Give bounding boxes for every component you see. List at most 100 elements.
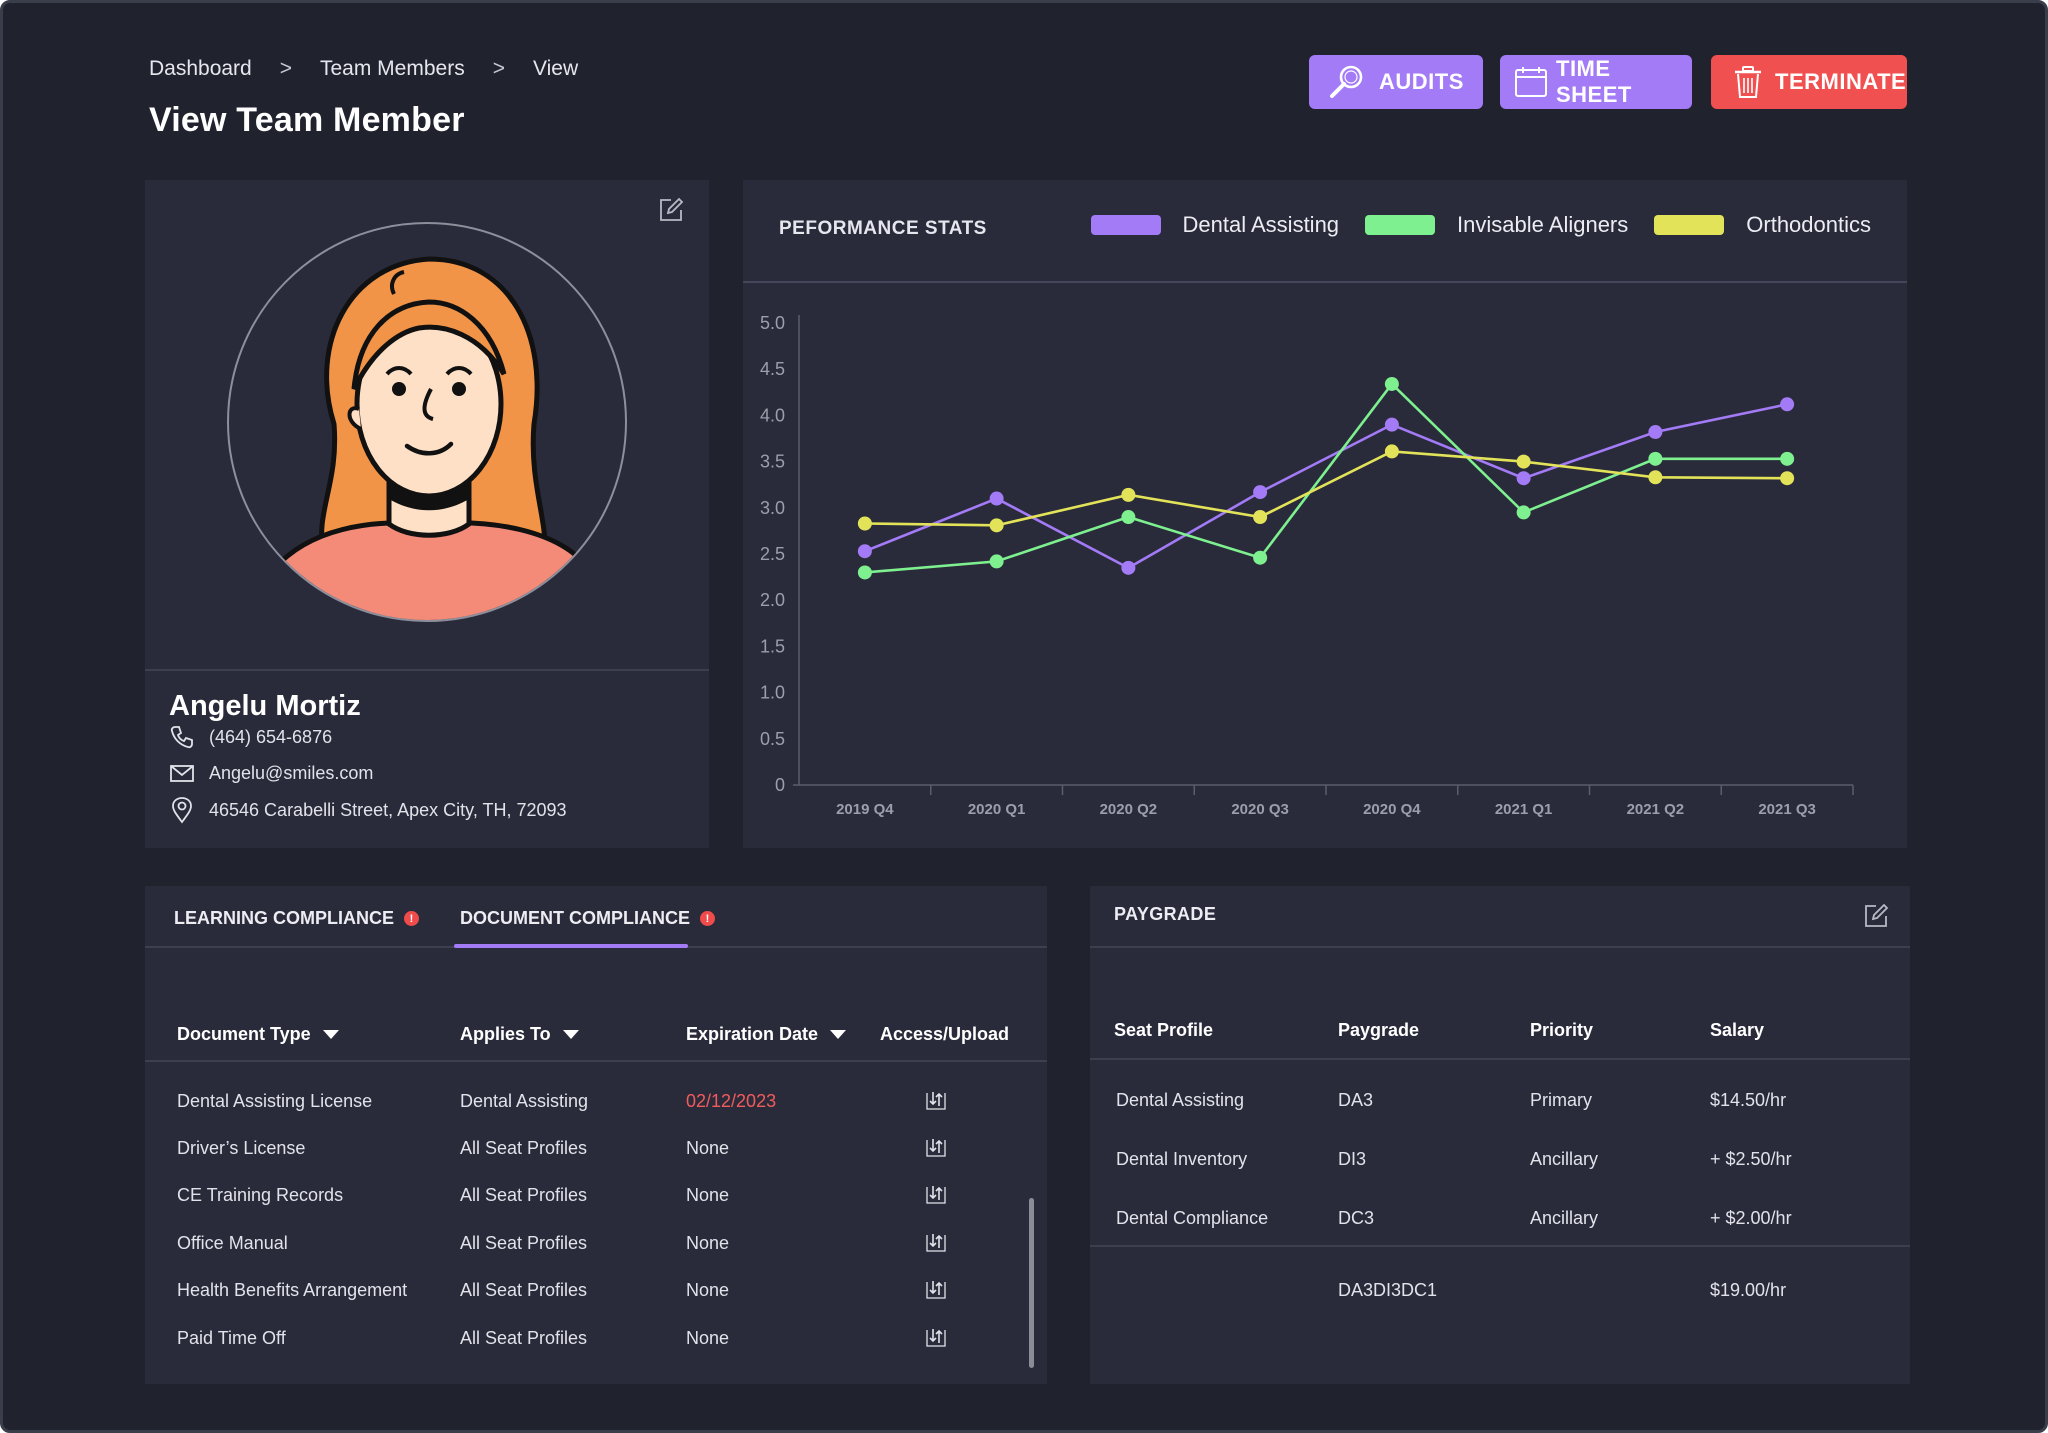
mail-icon	[170, 765, 194, 782]
column-label: Access/Upload	[880, 1024, 1010, 1044]
y-tick-label: 1.0	[760, 683, 785, 703]
y-tick-label: 0.5	[760, 729, 785, 749]
data-point	[1516, 471, 1531, 486]
table-row[interactable]: Health Benefits Arrangement All Seat Pro…	[145, 1272, 1015, 1308]
data-point	[1384, 417, 1399, 432]
table-row[interactable]: CE Training Records All Seat Profiles No…	[145, 1177, 1015, 1213]
scrollbar[interactable]	[1029, 1198, 1034, 1368]
column-salary: Salary	[1710, 1020, 1765, 1040]
paygrade-code: DA3	[1338, 1090, 1374, 1110]
column-applies-to[interactable]: Applies To	[460, 1024, 579, 1045]
phone-number: (464) 654-6876	[209, 726, 333, 747]
edit-icon[interactable]	[657, 196, 685, 224]
table-header: Document Type Applies To Expiration Date…	[145, 1020, 1047, 1062]
document-type: Driver’s License	[177, 1138, 306, 1158]
data-point	[1253, 550, 1268, 565]
table-row[interactable]: Paid Time Off All Seat Profiles None	[145, 1320, 1015, 1356]
y-tick-label: 4.0	[760, 405, 785, 425]
sort-caret-icon[interactable]	[830, 1030, 847, 1039]
column-priority: Priority	[1530, 1020, 1594, 1040]
compliance-tabs: LEARNING COMPLIANCE ! DOCUMENT COMPLIANC…	[145, 886, 1047, 948]
document-type: CE Training Records	[177, 1185, 344, 1205]
seat-profile: Dental Assisting	[1116, 1090, 1245, 1110]
y-tick-label: 0	[775, 775, 785, 795]
tab-document-compliance[interactable]: DOCUMENT COMPLIANCE !	[460, 908, 715, 929]
table-row[interactable]: Office Manual All Seat Profiles None	[145, 1225, 1015, 1261]
column-paygrade: Paygrade	[1338, 1020, 1420, 1040]
total-row: DA3DI3DC1 $19.00/hr	[1090, 1272, 1910, 1312]
column-expiration-date[interactable]: Expiration Date	[686, 1024, 847, 1045]
avatar	[227, 222, 627, 622]
data-point	[1121, 510, 1136, 525]
edit-icon[interactable]	[1862, 902, 1890, 930]
data-point	[1253, 485, 1268, 500]
table-row[interactable]: Driver’s License All Seat Profiles None	[145, 1130, 1015, 1166]
salary: $14.50/hr	[1710, 1090, 1787, 1110]
column-seat-profile: Seat Profile	[1114, 1020, 1214, 1040]
upload-download-icon[interactable]	[925, 1326, 947, 1348]
data-point	[1648, 425, 1663, 440]
active-tab-indicator	[454, 944, 688, 948]
time-sheet-button[interactable]: TIME SHEET	[1500, 55, 1692, 109]
data-point	[1516, 454, 1531, 469]
y-tick-label: 3.0	[760, 498, 785, 518]
data-point	[1121, 487, 1136, 502]
phone-icon	[170, 726, 193, 749]
tab-label: DOCUMENT COMPLIANCE	[460, 908, 690, 928]
breadcrumb-team-members[interactable]: Team Members	[320, 57, 465, 80]
chart-legend: Dental Assisting Invisable Aligners Orth…	[1065, 212, 1871, 238]
paygrade-card: PAYGRADE Seat Profile Paygrade Priority …	[1090, 886, 1910, 1384]
priority: Ancillary	[1530, 1208, 1599, 1228]
data-point	[989, 554, 1004, 569]
upload-download-icon[interactable]	[925, 1183, 947, 1205]
expiration-date: None	[686, 1328, 730, 1348]
data-point	[857, 565, 872, 580]
phone-row: (464) 654-6876	[169, 724, 332, 750]
sort-caret-icon[interactable]	[322, 1030, 339, 1039]
data-point	[1253, 510, 1268, 525]
performance-chart-card: PEFORMANCE STATS Dental Assisting Invisa…	[743, 180, 1907, 848]
terminate-button[interactable]: TERMINATE	[1711, 55, 1907, 109]
x-tick-label: 2020 Q4	[1363, 801, 1421, 818]
legend-item-invisable-aligners[interactable]: Invisable Aligners	[1365, 212, 1628, 238]
y-tick-label: 1.5	[760, 636, 785, 656]
upload-download-icon[interactable]	[925, 1231, 947, 1253]
email-address[interactable]: Angelu@smiles.com	[209, 762, 374, 783]
data-point	[1121, 560, 1136, 575]
salary: + $2.00/hr	[1710, 1208, 1792, 1228]
applies-to: All Seat Profiles	[460, 1185, 588, 1205]
avatar-illustration	[271, 256, 592, 620]
upload-download-icon[interactable]	[925, 1089, 947, 1111]
seat-profile: Dental Inventory	[1116, 1149, 1248, 1169]
legend-item-orthodontics[interactable]: Orthodontics	[1654, 212, 1871, 238]
column-document-type[interactable]: Document Type	[177, 1024, 339, 1045]
legend-swatch	[1365, 215, 1436, 235]
data-point	[1384, 444, 1399, 459]
x-tick-label: 2021 Q1	[1495, 801, 1553, 818]
upload-download-icon[interactable]	[925, 1136, 947, 1158]
breadcrumb-separator: >	[279, 57, 292, 80]
x-tick-label: 2021 Q3	[1758, 801, 1816, 818]
applies-to: All Seat Profiles	[460, 1328, 588, 1348]
x-tick-label: 2021 Q2	[1627, 801, 1685, 818]
y-tick-label: 4.5	[760, 359, 785, 379]
paygrade-title: PAYGRADE	[1114, 904, 1217, 924]
terminate-button-label: TERMINATE	[1775, 69, 1907, 94]
member-name: Angelu Mortiz	[169, 690, 361, 722]
upload-download-icon[interactable]	[925, 1278, 947, 1300]
audits-button[interactable]: AUDITS	[1309, 55, 1483, 109]
breadcrumb-dashboard[interactable]: Dashboard	[149, 57, 252, 80]
expiration-date: None	[686, 1138, 730, 1158]
table-row[interactable]: Dental Assisting License Dental Assistin…	[145, 1083, 1015, 1119]
profile-card: Angelu Mortiz (464) 654-6876 Angelu@smil…	[145, 180, 709, 848]
legend-label: Orthodontics	[1746, 212, 1871, 237]
data-point	[1780, 471, 1795, 486]
expiration-date: 02/12/2023	[686, 1091, 777, 1111]
tab-learning-compliance[interactable]: LEARNING COMPLIANCE !	[174, 908, 419, 929]
legend-item-dental-assisting[interactable]: Dental Assisting	[1090, 212, 1339, 238]
legend-swatch	[1654, 215, 1725, 235]
data-point	[1780, 397, 1795, 412]
sort-caret-icon[interactable]	[562, 1030, 579, 1039]
applies-to: All Seat Profiles	[460, 1280, 588, 1300]
breadcrumb-view: View	[532, 57, 579, 80]
